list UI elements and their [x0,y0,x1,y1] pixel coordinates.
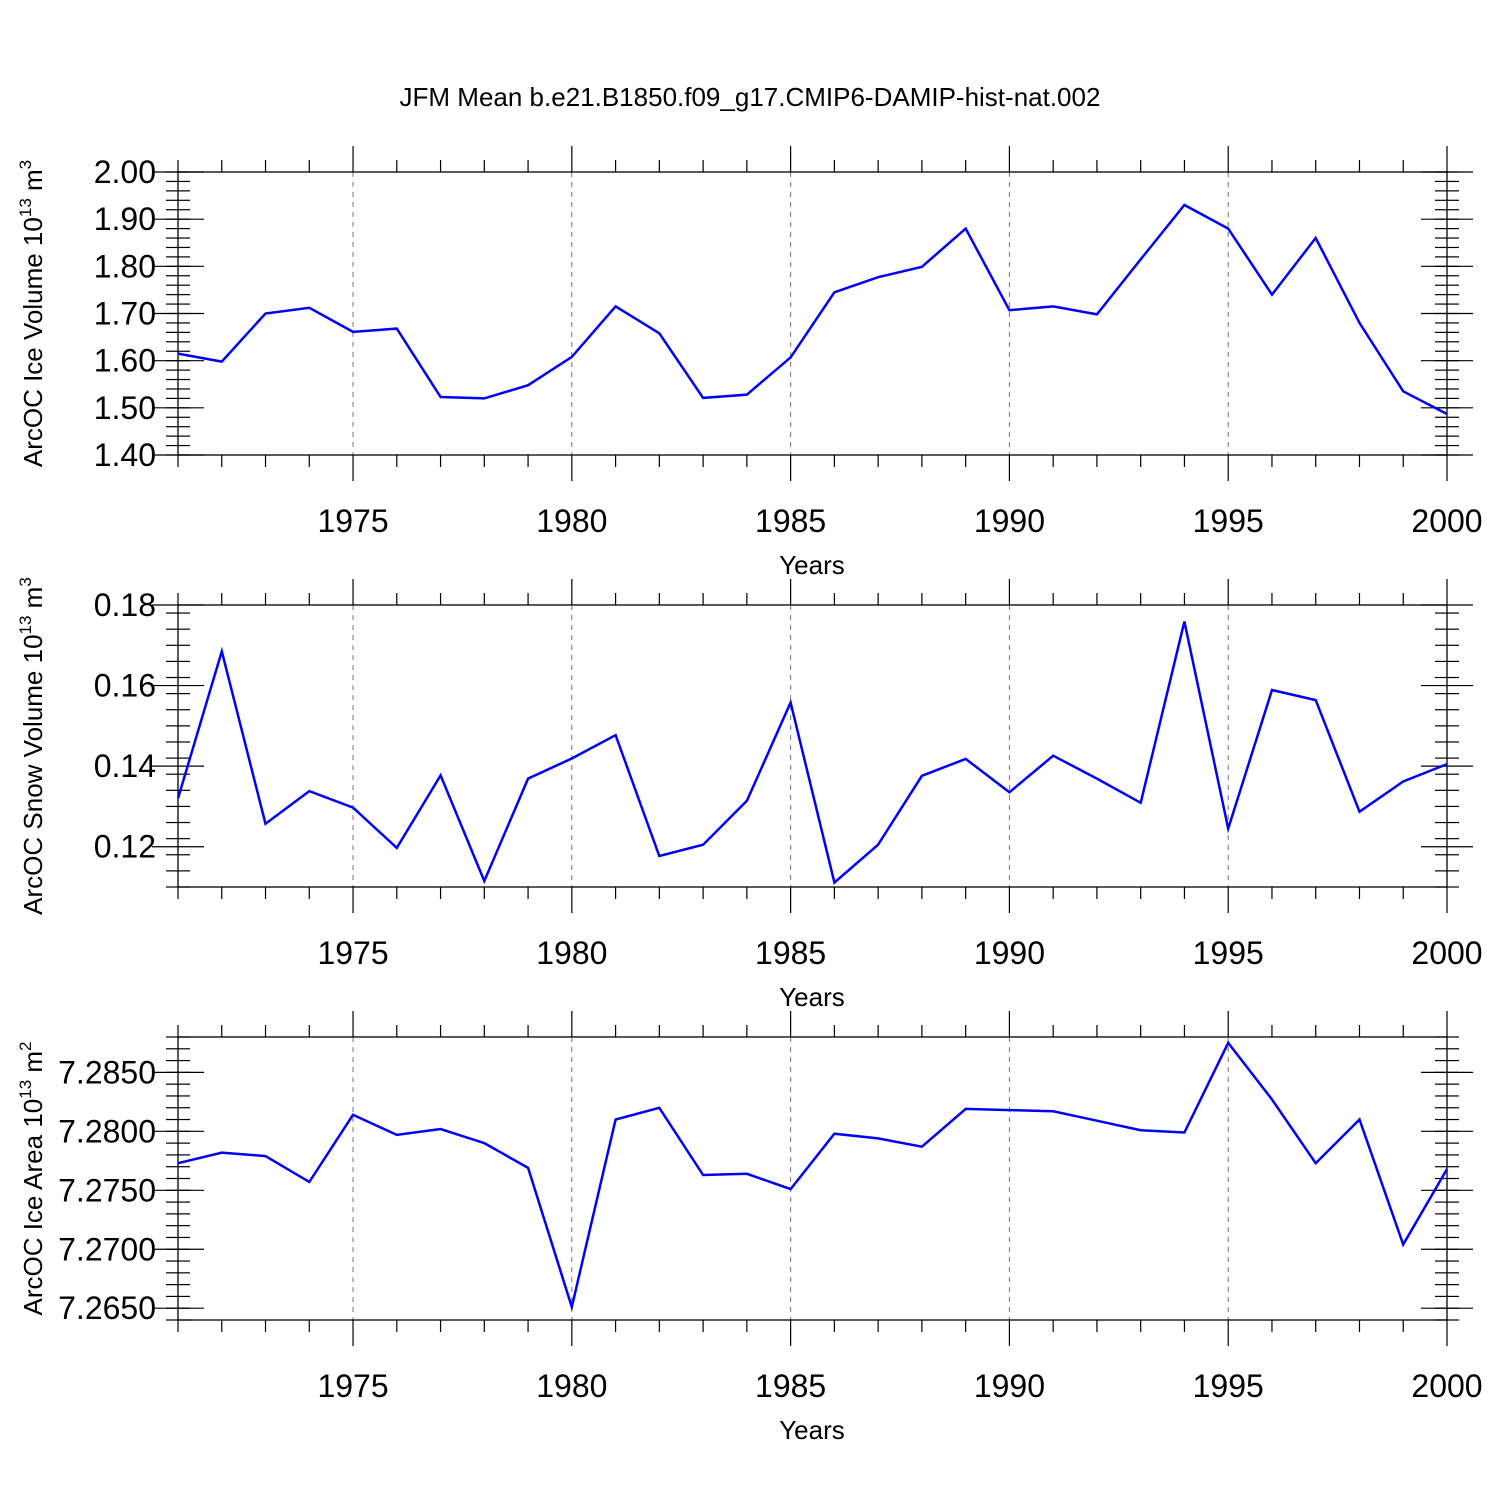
y-tick-label: 1.90 [94,201,156,237]
y-axis-label-superscript: 3 [16,160,35,169]
y-axis-label-superscript: 2 [16,1041,35,1050]
x-tick-label: 1990 [974,1368,1045,1404]
panel-2: 0.12 0.14 0.16 0.18 1975 1980 1985 1990 1995 2000… [16,577,1483,1012]
y-axis-label-superscript: 13 [16,1080,35,1099]
y-axis-label-part: ArcOC Ice Volume 10 [18,217,48,467]
x-tick-label: 1980 [536,1368,607,1404]
panel-3: 7.2650 7.2700 7.2750 7.2800 7.2850 1975 1980 19… [16,1011,1483,1445]
y-axis-label-part: ArcOC Ice Area 10 [18,1099,48,1316]
x-tick-label: 1995 [1193,935,1264,971]
y-tick-label: 7.2750 [58,1172,156,1208]
x-tick-label: 1980 [536,935,607,971]
x-tick-label: 2000 [1411,1368,1482,1404]
x-tick-label: 1985 [755,935,826,971]
y-tick-label: 1.50 [94,390,156,426]
y-tick-label: 7.2850 [58,1054,156,1090]
y-tick-label: 1.60 [94,343,156,379]
y-tick-label: 7.2700 [58,1231,156,1267]
y-axis-label: ArcOC Ice Area 1013 m2 [16,1041,48,1315]
panels: 1.40 1.50 1.60 1.70 1.80 1.90 2.00 1975 1980 1985… [16,146,1483,1445]
y-tick-label: 0.14 [94,748,156,784]
x-tick-label: 2000 [1411,935,1482,971]
x-tick-label: 1975 [317,503,388,539]
y-tick-label: 0.18 [94,587,156,623]
x-tick-label: 1990 [974,935,1045,971]
y-tick-label: 7.2800 [58,1113,156,1149]
series-line [176,621,1448,885]
y-tick-label: 2.00 [94,154,156,190]
x-tick-label: 1985 [755,503,826,539]
y-tick-label: 0.12 [94,829,156,865]
y-tick-label: 1.80 [94,248,156,284]
x-tick-label: 1990 [974,503,1045,539]
y-tick-label: 1.70 [94,296,156,332]
y-tick-label: 7.2650 [58,1290,156,1326]
x-axis-label: Years [779,1415,845,1445]
plot-frame [177,171,1448,456]
y-axis-label: ArcOC Snow Volume 1013 m3 [16,577,48,915]
y-tick-label: 0.16 [94,668,156,704]
x-axis-label: Years [779,550,845,580]
x-tick-label: 1975 [317,1368,388,1404]
x-tick-label: 1975 [317,935,388,971]
x-tick-label: 1995 [1193,503,1264,539]
y-axis-label-part: ArcOC Snow Volume 10 [18,634,48,914]
x-tick-label: 1985 [755,1368,826,1404]
y-tick-label: 1.40 [94,437,156,473]
x-tick-label: 2000 [1411,503,1482,539]
x-tick-label: 1995 [1193,1368,1264,1404]
y-axis-label-superscript: 13 [16,616,35,635]
y-axis-label-superscript: 13 [16,198,35,217]
plot-frame [177,604,1448,888]
y-axis-label-part: m [18,1051,48,1080]
y-axis-label-part: m [18,587,48,616]
series-line [177,203,1448,416]
y-axis-label-part: m [18,169,48,198]
y-axis-label: ArcOC Ice Volume 1013 m3 [16,160,48,467]
panel-1: 1.40 1.50 1.60 1.70 1.80 1.90 2.00 1975 1980 1985… [16,146,1483,580]
x-tick-label: 1980 [536,503,607,539]
y-axis-label-superscript: 3 [16,577,35,586]
series-line [177,1040,1449,1312]
figure-title: JFM Mean b.e21.B1850.f09_g17.CMIP6-DAMIP… [400,82,1101,112]
x-axis-label: Years [779,982,845,1012]
